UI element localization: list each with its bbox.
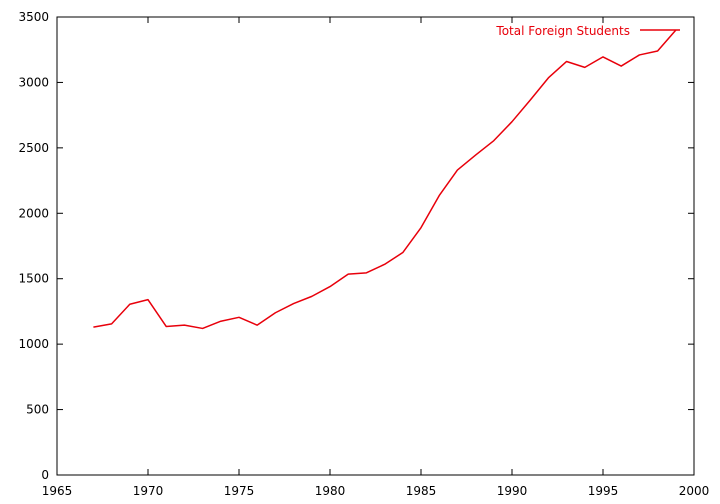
plot-area-frame	[56, 16, 695, 476]
x-tick-label: 1980	[315, 484, 346, 498]
y-tick-label: 500	[26, 403, 49, 417]
x-tick-label: 1975	[224, 484, 255, 498]
x-tick-label: 1970	[133, 484, 164, 498]
legend-label: Total Foreign Students	[495, 24, 630, 38]
x-tick-label: 1995	[588, 484, 619, 498]
x-tick-label: 2000	[679, 484, 710, 498]
x-tick-label: 1985	[406, 484, 437, 498]
y-tick-label: 2000	[18, 206, 49, 220]
axis-ticks	[56, 16, 695, 476]
series-line	[93, 29, 677, 330]
y-tick-label: 3500	[18, 10, 49, 24]
y-tick-label: 0	[41, 468, 49, 482]
y-tick-label: 2500	[18, 141, 49, 155]
y-tick-label: 1500	[18, 272, 49, 286]
y-tick-label: 1000	[18, 337, 49, 351]
series-layer	[93, 29, 677, 330]
x-tick-label: 1990	[497, 484, 528, 498]
tick-labels: 1965 1970 1975 1980 1985 1990 1995 2000 0 500 1000…	[18, 10, 709, 498]
x-tick-label: 1965	[42, 484, 73, 498]
legend: Total Foreign Students	[495, 24, 680, 38]
y-tick-label: 3000	[18, 75, 49, 89]
